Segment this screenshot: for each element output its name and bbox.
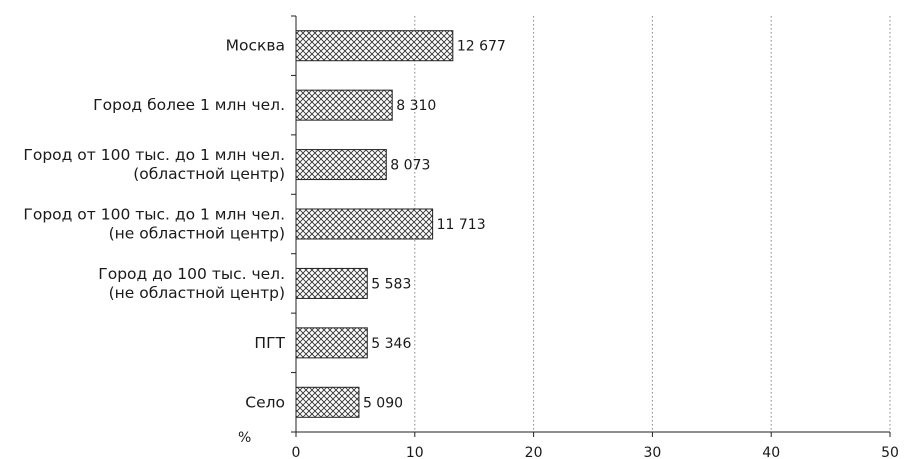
grid-lines [414, 16, 891, 432]
x-tick-label-20: 20 [525, 445, 543, 459]
bar-5 [295, 327, 368, 359]
category-label-4-line-1: (не областной центр) [109, 284, 285, 302]
bars [295, 30, 454, 418]
x-tick-label-40: 40 [762, 445, 780, 459]
value-label-6: 5 090 [363, 395, 403, 411]
bar-0 [295, 30, 454, 62]
bar-6 [295, 386, 360, 418]
value-label-2: 8 073 [390, 158, 430, 174]
labels: 12 677 Москва 8 310 Город более 1 млн чел. 8… [23, 37, 899, 459]
value-label-5: 5 346 [371, 336, 411, 352]
category-label-2-line-1: (областной центр) [133, 165, 285, 183]
category-label-6: Село [245, 393, 285, 411]
category-label-2-line-0: Город от 100 тыс. до 1 млн чел. [23, 146, 285, 164]
category-label-0: Москва [226, 37, 285, 55]
bar-4 [295, 267, 368, 299]
axes [291, 15, 891, 437]
bar-3 [295, 208, 434, 240]
value-label-1: 8 310 [396, 98, 436, 114]
category-label-3-line-1: (не областной центр) [109, 225, 285, 243]
x-tick-label-30: 30 [643, 445, 661, 459]
x-tick-label-10: 10 [406, 445, 424, 459]
value-label-0: 12 677 [457, 39, 506, 55]
value-label-3: 11 713 [437, 217, 486, 233]
category-label-3-line-0: Город от 100 тыс. до 1 млн чел. [23, 206, 285, 224]
bar-1 [295, 89, 393, 121]
x-unit-label: % [238, 430, 251, 446]
category-label-5: ПГТ [254, 334, 285, 352]
bar-2 [295, 149, 387, 181]
category-label-4-line-0: Город до 100 тыс. чел. [98, 265, 285, 283]
x-tick-label-50: 50 [881, 445, 899, 459]
x-tick-label-0: 0 [292, 445, 301, 459]
category-label-1: Город более 1 млн чел. [93, 96, 285, 114]
value-label-4: 5 583 [371, 276, 411, 292]
